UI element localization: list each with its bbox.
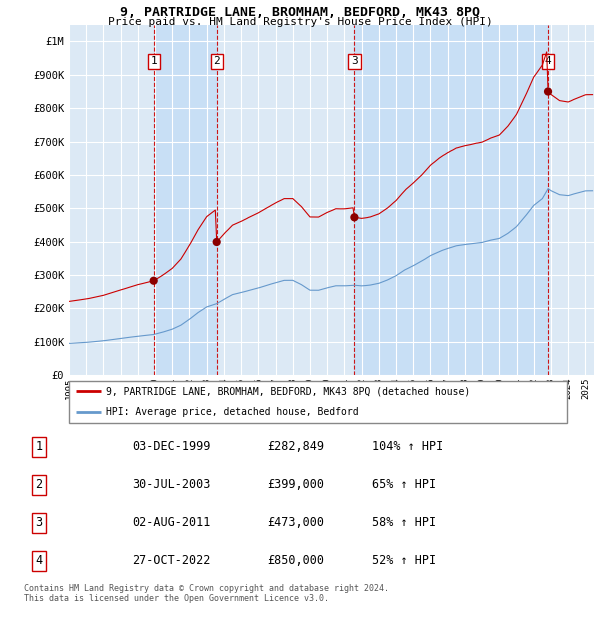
Text: 30-JUL-2003: 30-JUL-2003 [132, 478, 211, 491]
Text: 65% ↑ HPI: 65% ↑ HPI [372, 478, 436, 491]
Point [350, 212, 359, 222]
Point [543, 87, 553, 97]
Text: 2: 2 [214, 56, 220, 66]
Text: 58% ↑ HPI: 58% ↑ HPI [372, 516, 436, 529]
Text: 4: 4 [35, 554, 43, 567]
Text: HPI: Average price, detached house, Bedford: HPI: Average price, detached house, Bedf… [106, 407, 359, 417]
Text: 9, PARTRIDGE LANE, BROMHAM, BEDFORD, MK43 8PQ (detached house): 9, PARTRIDGE LANE, BROMHAM, BEDFORD, MK4… [106, 386, 470, 396]
Point [212, 237, 221, 247]
Text: £473,000: £473,000 [267, 516, 324, 529]
Text: 3: 3 [351, 56, 358, 66]
Text: Contains HM Land Registry data © Crown copyright and database right 2024.
This d: Contains HM Land Registry data © Crown c… [24, 584, 389, 603]
Text: 9, PARTRIDGE LANE, BROMHAM, BEDFORD, MK43 8PQ: 9, PARTRIDGE LANE, BROMHAM, BEDFORD, MK4… [120, 6, 480, 19]
Text: 3: 3 [35, 516, 43, 529]
Bar [154, 25, 217, 375]
Text: 2: 2 [35, 478, 43, 491]
Text: 27-OCT-2022: 27-OCT-2022 [132, 554, 211, 567]
Text: £282,849: £282,849 [267, 440, 324, 453]
Text: 1: 1 [151, 56, 157, 66]
Text: 52% ↑ HPI: 52% ↑ HPI [372, 554, 436, 567]
Text: £399,000: £399,000 [267, 478, 324, 491]
Text: 02-AUG-2011: 02-AUG-2011 [132, 516, 211, 529]
Text: 1: 1 [35, 440, 43, 453]
Bar [355, 25, 548, 375]
Point [149, 276, 158, 286]
Text: 104% ↑ HPI: 104% ↑ HPI [372, 440, 443, 453]
Text: 03-DEC-1999: 03-DEC-1999 [132, 440, 211, 453]
Text: Price paid vs. HM Land Registry's House Price Index (HPI): Price paid vs. HM Land Registry's House … [107, 17, 493, 27]
Text: 4: 4 [545, 56, 551, 66]
Text: £850,000: £850,000 [267, 554, 324, 567]
